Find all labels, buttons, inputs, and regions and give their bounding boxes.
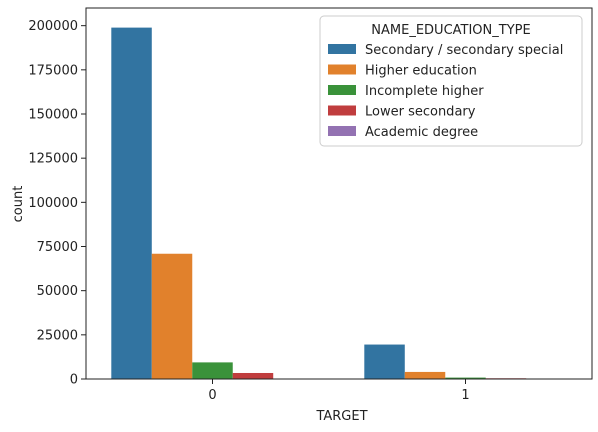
x-tick-label: 0	[208, 388, 216, 403]
legend: NAME_EDUCATION_TYPE Secondary / secondary…	[320, 16, 582, 146]
bar-2-0	[192, 362, 232, 379]
y-tick-label: 200000	[28, 19, 78, 34]
x-tick-label: 1	[461, 388, 469, 403]
y-tick-label: 50000	[37, 284, 78, 299]
y-tick-label: 150000	[28, 108, 78, 123]
legend-entry: Lower secondary	[365, 105, 476, 120]
legend-entry: Academic degree	[365, 125, 478, 140]
legend-swatch	[328, 106, 356, 116]
y-tick-label: 125000	[28, 152, 78, 167]
legend-title: NAME_EDUCATION_TYPE	[371, 23, 530, 38]
y-tick-label: 175000	[28, 63, 78, 78]
y-tick-label: 75000	[37, 240, 78, 255]
y-tick-label: 0	[70, 373, 78, 388]
legend-swatch	[328, 44, 356, 54]
legend-entry: Incomplete higher	[365, 84, 484, 99]
bar-0-1	[364, 345, 404, 379]
legend-swatch	[328, 126, 356, 136]
y-tick-label: 25000	[37, 328, 78, 343]
y-tick-label: 100000	[28, 196, 78, 211]
legend-entry: Secondary / secondary special	[365, 43, 563, 58]
bar-0-0	[111, 28, 151, 379]
y-axis-label: count	[11, 186, 26, 223]
legend-swatch	[328, 65, 356, 75]
legend-entry: Higher education	[365, 64, 477, 79]
bar-1-1	[405, 372, 445, 379]
x-axis-label: TARGET	[315, 409, 367, 424]
legend-swatch	[328, 85, 356, 95]
bar-3-0	[233, 373, 273, 379]
bar-1-0	[152, 254, 192, 379]
